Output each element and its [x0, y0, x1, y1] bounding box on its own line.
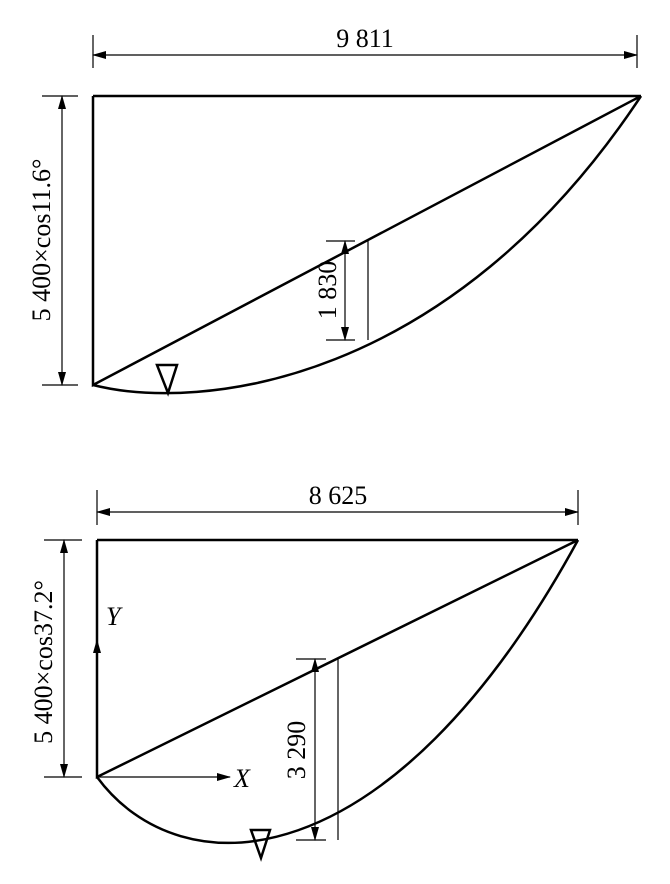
width-label: 8 625	[309, 481, 368, 510]
sag-label: 3 290	[282, 721, 311, 780]
top-diagram: 9 811 5 400×cos11.6° 1 830	[27, 24, 643, 397]
cable-curve	[92, 95, 643, 395]
width-label: 9 811	[336, 24, 394, 53]
frame	[91, 94, 642, 388]
y-axis-label: Y	[106, 602, 123, 631]
lowest-point-marker	[155, 363, 179, 397]
x-axis-label: X	[233, 764, 251, 793]
lowest-point-marker	[249, 828, 272, 862]
cable-curve	[95, 539, 580, 845]
bottom-diagram: 8 625 5 400×cos37.2° Y X 3 290	[29, 481, 580, 862]
height-label: 5 400×cos37.2°	[29, 580, 58, 744]
height-label: 5 400×cos11.6°	[27, 159, 56, 322]
sag-label: 1 830	[313, 261, 342, 320]
